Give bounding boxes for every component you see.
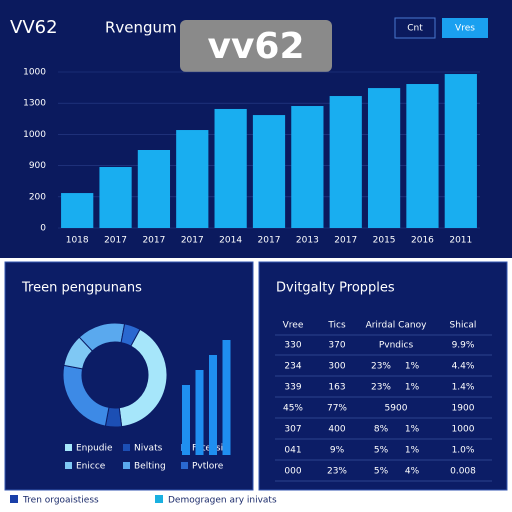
button[interactable] bbox=[442, 18, 488, 38]
x-tick-label: 1018 bbox=[66, 236, 89, 246]
table-cell: 4% bbox=[405, 467, 420, 477]
table-cell: 307 bbox=[284, 425, 301, 435]
y-tick-label: 1000 bbox=[23, 68, 46, 78]
table-cell: 234 bbox=[284, 362, 301, 372]
table-cell: 330 bbox=[284, 341, 301, 351]
y-tick-label: 200 bbox=[29, 192, 46, 202]
x-tick-label: 2017 bbox=[334, 236, 357, 246]
table-cell: 1900 bbox=[452, 404, 475, 414]
legend-swatch bbox=[123, 444, 130, 451]
bar bbox=[444, 74, 477, 228]
table-cell: 400 bbox=[328, 425, 345, 435]
bar bbox=[195, 370, 204, 455]
table-cell: Pvndics bbox=[379, 341, 414, 351]
table-cell: 4.4% bbox=[452, 362, 475, 372]
x-tick-label: 2014 bbox=[219, 236, 242, 246]
legend-label: Pvtlore bbox=[192, 462, 224, 472]
legend-label: Tren orgoaistiess bbox=[22, 496, 99, 506]
x-tick-label: 2013 bbox=[296, 236, 319, 246]
table-cell: 1% bbox=[405, 362, 420, 372]
table-cell: 339 bbox=[284, 383, 301, 393]
table-cell: 1% bbox=[405, 446, 420, 456]
logo: VV62 bbox=[10, 17, 58, 38]
y-tick-label: 1300 bbox=[23, 99, 46, 109]
panel-title: Dvitgalty Propples bbox=[276, 281, 395, 296]
x-tick-label: 2015 bbox=[373, 236, 396, 246]
table-cell: 163 bbox=[328, 383, 345, 393]
table-cell: 1000 bbox=[452, 425, 475, 435]
table-header: Tics bbox=[327, 321, 346, 331]
donut-segment bbox=[120, 323, 141, 347]
button[interactable] bbox=[394, 17, 436, 39]
table-cell: 5% bbox=[374, 446, 389, 456]
table-cell: 8% bbox=[374, 425, 389, 435]
table-cell: 000 bbox=[284, 467, 301, 477]
y-tick-label: 0 bbox=[40, 224, 46, 234]
badge-text: vv62 bbox=[207, 26, 304, 67]
table-header: Shical bbox=[450, 321, 477, 331]
legend-swatch bbox=[181, 462, 188, 469]
bar bbox=[137, 150, 171, 228]
table-cell: 77% bbox=[327, 404, 347, 414]
table-cell: 1.0% bbox=[452, 446, 475, 456]
table-cell: 300 bbox=[328, 362, 345, 372]
table-cell: 5900 bbox=[385, 404, 408, 414]
table-cell: 9% bbox=[330, 446, 345, 456]
table-cell: 23% bbox=[327, 467, 347, 477]
legend-label: Enicce bbox=[76, 462, 106, 472]
table-cell: 0.008 bbox=[450, 467, 476, 477]
table-cell: 5% bbox=[374, 467, 389, 477]
table-cell: 1% bbox=[405, 425, 420, 435]
bar bbox=[214, 108, 247, 228]
legend-label: Demogragen ary inivats bbox=[168, 496, 277, 506]
table-header: Arirdal Canoy bbox=[366, 321, 427, 331]
legend-label: Belting bbox=[134, 462, 166, 472]
bar bbox=[367, 88, 401, 229]
bar bbox=[99, 167, 132, 228]
x-tick-label: 2017 bbox=[181, 236, 204, 246]
legend-swatch bbox=[65, 462, 72, 469]
y-tick-label: 1000 bbox=[23, 130, 46, 140]
x-tick-label: 2011 bbox=[449, 236, 472, 246]
button-label[interactable]: Cnt bbox=[407, 24, 423, 34]
bar bbox=[209, 355, 217, 455]
bar bbox=[222, 340, 231, 455]
table-cell: 23% bbox=[371, 362, 391, 372]
bar bbox=[61, 193, 94, 228]
legend-swatch bbox=[123, 462, 130, 469]
x-tick-label: 2017 bbox=[142, 236, 165, 246]
table-cell: 041 bbox=[284, 446, 301, 456]
bar bbox=[176, 130, 209, 228]
table-cell: 9.9% bbox=[452, 341, 475, 351]
bar bbox=[406, 84, 439, 229]
table-cell: 370 bbox=[328, 341, 345, 351]
bar bbox=[329, 96, 362, 228]
bar bbox=[252, 115, 286, 228]
legend-swatch bbox=[155, 495, 163, 503]
table-cell: 23% bbox=[371, 383, 391, 393]
y-tick-label: 900 bbox=[29, 161, 46, 171]
table-header: Vree bbox=[283, 321, 304, 331]
table-cell: 45% bbox=[283, 404, 303, 414]
x-tick-label: 2017 bbox=[104, 236, 127, 246]
table-cell: 1.4% bbox=[452, 383, 475, 393]
button-label[interactable]: Vres bbox=[455, 24, 475, 34]
bar bbox=[291, 106, 324, 228]
x-tick-label: 2017 bbox=[258, 236, 281, 246]
legend-swatch bbox=[65, 444, 72, 451]
legend-label: Enpudie bbox=[76, 444, 113, 454]
badge bbox=[180, 20, 332, 72]
legend-label: Nivats bbox=[134, 444, 163, 454]
x-tick-label: 2016 bbox=[411, 236, 434, 246]
bar bbox=[182, 385, 190, 455]
panel-title: Treen pengpunans bbox=[21, 281, 142, 296]
legend-swatch bbox=[10, 495, 18, 503]
table-cell: 1% bbox=[405, 383, 420, 393]
